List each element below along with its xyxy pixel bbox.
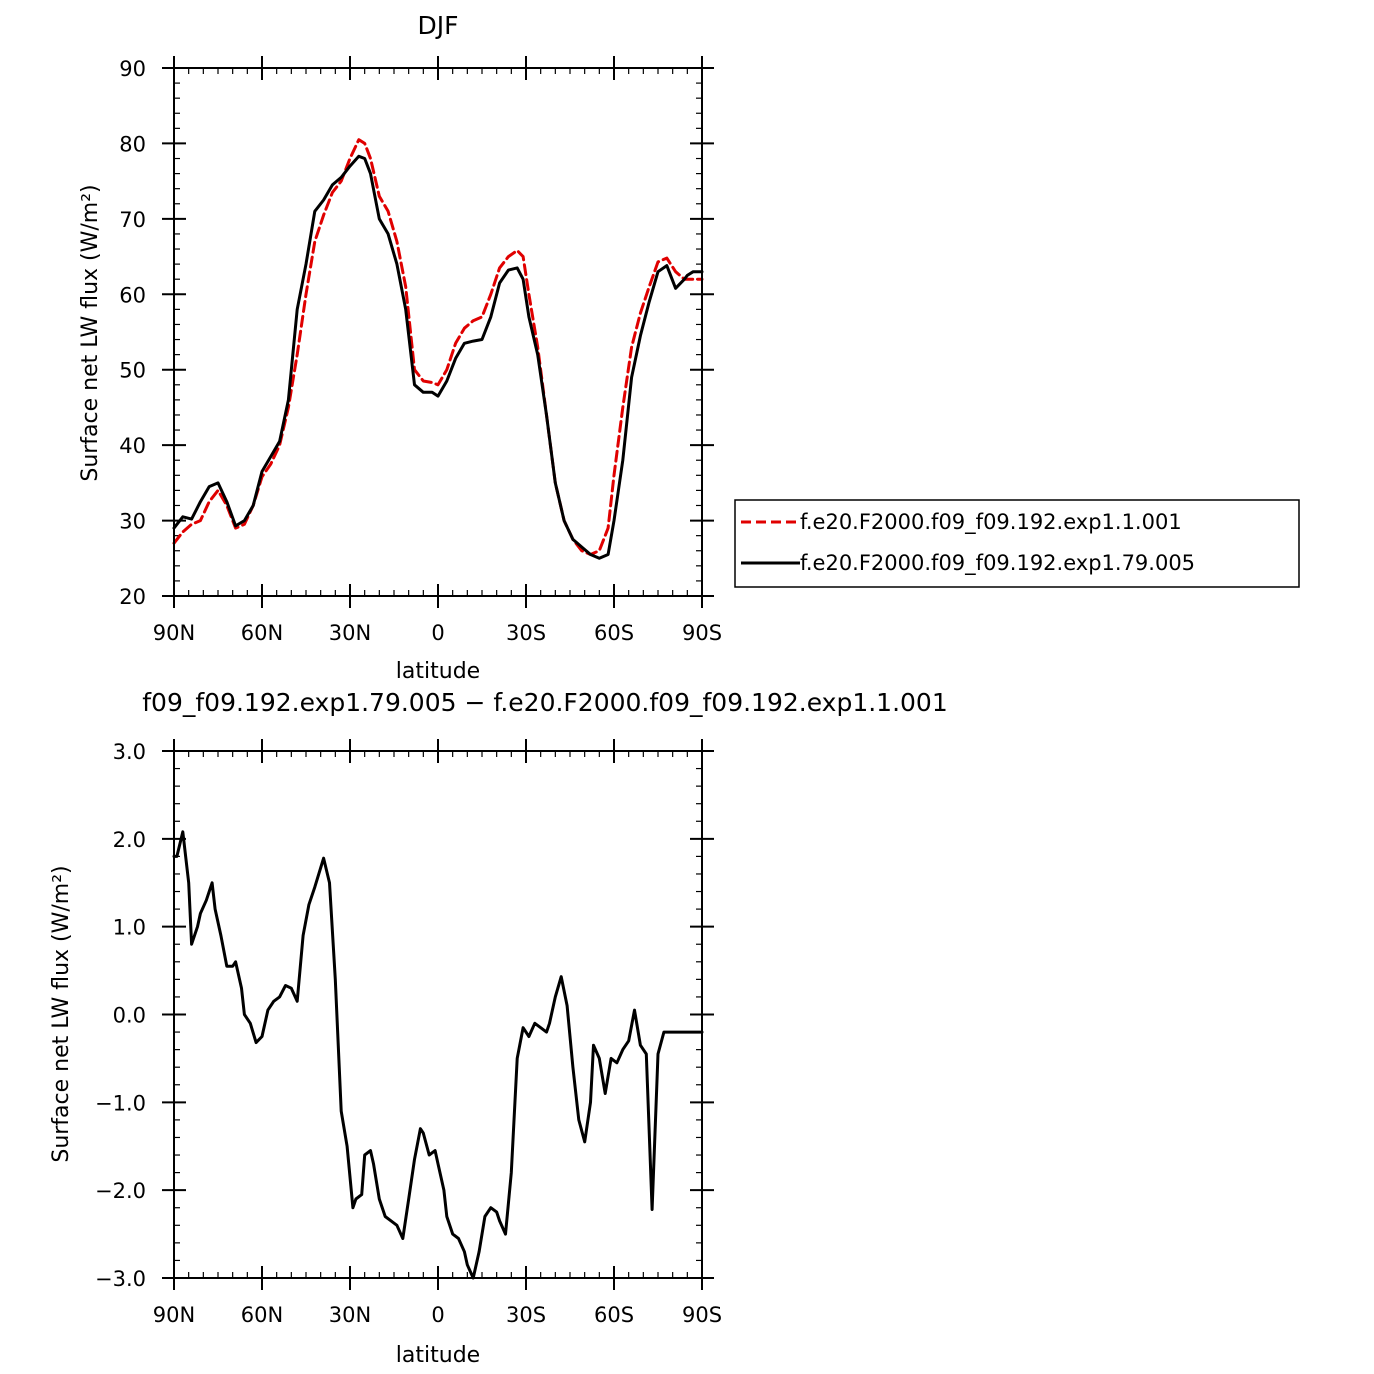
y-tick-label: 70	[119, 208, 146, 232]
bottom-chart-plot-frame	[173, 750, 703, 1279]
x-tick-label: 90S	[682, 1303, 722, 1327]
y-tick-label: 1.0	[113, 916, 146, 940]
top-chart-plot-frame	[173, 67, 703, 597]
y-tick-label: 90	[119, 57, 146, 81]
legend-entry-1: f.e20.F2000.f09_f09.192.exp1.1.001	[800, 510, 1182, 535]
series-line-1	[172, 138, 704, 556]
x-tick-label: 60S	[594, 1303, 634, 1327]
y-tick-label: 40	[119, 434, 146, 458]
top-chart-series	[172, 138, 704, 560]
x-tick-label: 60N	[241, 1303, 283, 1327]
y-tick-label: 2.0	[113, 828, 146, 852]
y-tick-label: 80	[119, 132, 146, 156]
top-chart-panel: DJF Surface net LW flux (W/m²) latitude …	[78, 11, 1300, 684]
top-chart-title: DJF	[417, 11, 458, 40]
y-tick-label: 3.0	[113, 740, 146, 764]
x-tick-label: 30N	[329, 621, 371, 645]
x-tick-label: 60S	[594, 621, 634, 645]
bottom-chart-panel: f09_f09.192.exp1.79.005 − f.e20.F2000.f0…	[49, 688, 948, 1368]
bottom-chart-ylabel: Surface net LW flux (W/m²)	[49, 865, 74, 1162]
legend: f.e20.F2000.f09_f09.192.exp1.1.001 f.e20…	[734, 499, 1300, 588]
x-tick-label: 30S	[506, 1303, 546, 1327]
y-tick-label: 50	[119, 359, 146, 383]
y-tick-label: −2.0	[95, 1179, 146, 1203]
x-tick-label: 0	[431, 1303, 444, 1327]
y-tick-label: 30	[119, 510, 146, 534]
y-tick-label: −3.0	[95, 1267, 146, 1291]
top-chart-ylabel: Surface net LW flux (W/m²)	[78, 184, 103, 481]
bottom-chart-ticks: 90N 60N 30N 0 30S 60S 90S −3.0 −2.0 −1.0 0.0 1.0 2.0…	[95, 739, 722, 1327]
x-tick-label: 30S	[506, 621, 546, 645]
x-tick-label: 30N	[329, 1303, 371, 1327]
bottom-chart-title: f09_f09.192.exp1.79.005 − f.e20.F2000.f0…	[142, 688, 948, 717]
bottom-chart-xlabel: latitude	[396, 1343, 480, 1368]
legend-box	[734, 499, 1300, 588]
y-tick-label: 20	[119, 585, 146, 609]
top-chart-xlabel: latitude	[396, 659, 480, 684]
x-tick-label: 60N	[241, 621, 283, 645]
y-tick-label: 0.0	[113, 1004, 146, 1028]
series-line-1	[172, 830, 704, 1280]
x-tick-label: 90S	[682, 621, 722, 645]
y-tick-label: −1.0	[95, 1091, 146, 1115]
x-tick-label: 90N	[153, 621, 195, 645]
series-line-2	[172, 154, 704, 560]
legend-entry-2: f.e20.F2000.f09_f09.192.exp1.79.005	[800, 551, 1195, 576]
bottom-chart-series	[172, 830, 704, 1280]
y-tick-label: 60	[119, 283, 146, 307]
x-tick-label: 90N	[153, 1303, 195, 1327]
x-tick-label: 0	[431, 621, 444, 645]
